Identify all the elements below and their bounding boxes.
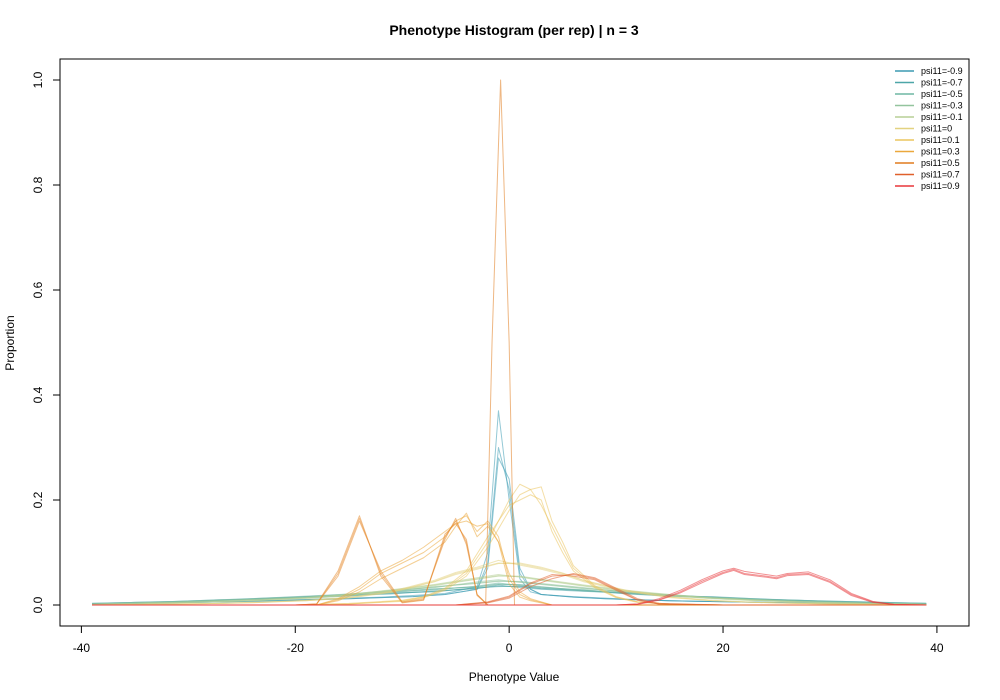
plot-lines [92, 79, 927, 606]
legend-label-7: psi11=0.3 [921, 147, 960, 157]
series-line-6-rep-2 [92, 494, 927, 606]
legend-label-0: psi11=-0.9 [921, 66, 963, 76]
series-line-0-rep-0 [92, 447, 927, 605]
legend-label-10: psi11=0.9 [921, 181, 960, 191]
y-tick-label-1: 0.2 [31, 491, 45, 508]
legend-label-6: psi11=0.1 [921, 135, 960, 145]
chart-title: Phenotype Histogram (per rep) | n = 3 [389, 22, 639, 38]
series-line-7-rep-0 [92, 515, 927, 606]
legend-label-9: psi11=0.7 [921, 170, 960, 180]
y-tick-label-3: 0.6 [31, 281, 45, 298]
series-line-11-rep-2 [92, 569, 927, 606]
x-axis-label: Phenotype Value [469, 670, 560, 684]
legend-label-3: psi11=-0.3 [921, 101, 963, 111]
y-tick-label-4: 0.8 [31, 176, 45, 193]
x-tick-label-3: 20 [716, 641, 730, 655]
series-line-6-rep-1 [92, 486, 927, 606]
legend-label-1: psi11=-0.7 [921, 78, 963, 88]
legend-label-8: psi11=0.5 [921, 158, 960, 168]
x-axis: -40 -20 0 20 40 [73, 625, 944, 655]
series-line-8-rep-1 [92, 517, 927, 606]
plot-frame [59, 58, 970, 627]
x-tick-label-2: 0 [506, 641, 513, 655]
series-line-8-rep-2 [92, 515, 927, 606]
x-tick-label-4: 40 [930, 641, 944, 655]
y-tick-label-5: 1.0 [31, 71, 45, 88]
legend-label-4: psi11=-0.1 [921, 112, 963, 122]
series-line-4-rep-2 [92, 575, 927, 605]
series-line-3-rep-2 [92, 580, 927, 605]
series-line-9-rep-0 [92, 79, 927, 606]
series-line-7-rep-1 [92, 512, 927, 606]
series-line-8-rep-0 [92, 517, 927, 606]
y-tick-label-0: 0.0 [31, 596, 45, 613]
legend-label-5: psi11=0 [921, 124, 952, 134]
legend-label-2: psi11=-0.5 [921, 89, 963, 99]
x-tick-label-0: -40 [73, 641, 91, 655]
x-tick-label-1: -20 [287, 641, 305, 655]
y-axis: 0.0 0.2 0.4 0.6 0.8 1.0 [31, 71, 61, 613]
series-line-5-rep-2 [92, 562, 927, 606]
y-tick-label-2: 0.4 [31, 386, 45, 403]
y-axis-label: Proportion [3, 315, 17, 370]
